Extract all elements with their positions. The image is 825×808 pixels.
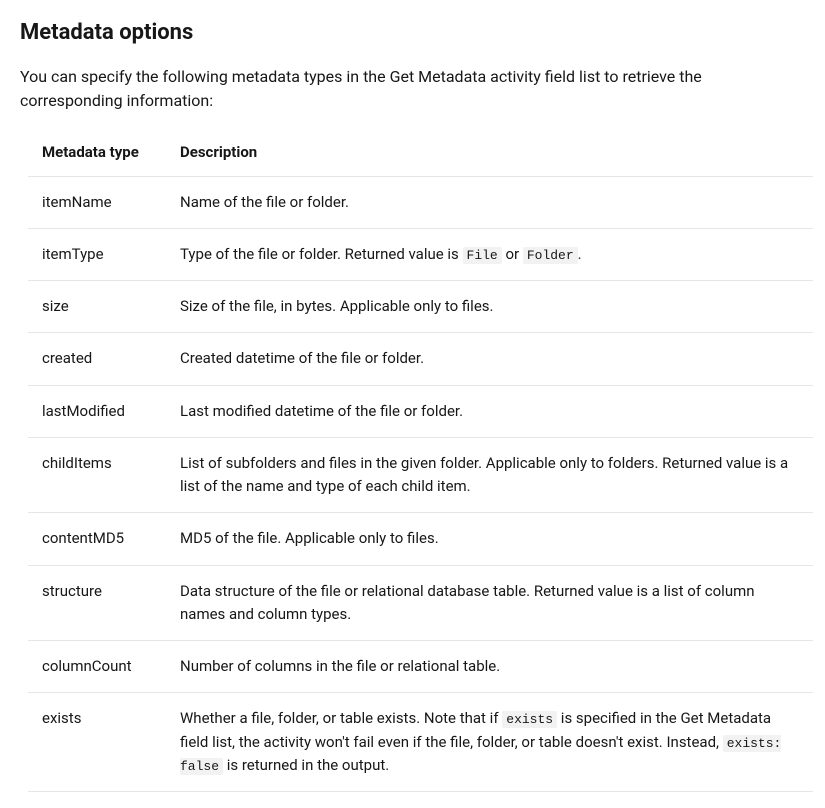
description-text: Name of the file or folder. <box>180 193 349 211</box>
description-text: Data structure of the file or relational… <box>180 582 755 623</box>
metadata-table: Metadata type Description itemName Name o… <box>28 129 813 792</box>
description-text: . <box>578 245 582 263</box>
metadata-type-cell: lastModified <box>28 385 166 437</box>
metadata-type-cell: itemName <box>28 176 166 228</box>
metadata-type-cell: structure <box>28 565 166 641</box>
metadata-description-cell: Type of the file or folder. Returned val… <box>166 228 813 280</box>
metadata-type-cell: exists <box>28 693 166 792</box>
table-row: itemName Name of the file or folder. <box>28 176 813 228</box>
metadata-description-cell: Size of the file, in bytes. Applicable o… <box>166 281 813 333</box>
intro-paragraph: You can specify the following metadata t… <box>20 65 805 113</box>
description-text: List of subfolders and files in the give… <box>180 454 788 495</box>
metadata-description-cell: Data structure of the file or relational… <box>166 565 813 641</box>
table-row: contentMD5 MD5 of the file. Applicable on… <box>28 513 813 565</box>
description-text: Created datetime of the file or folder. <box>180 349 424 367</box>
table-row: existsWhether a file, folder, or table e… <box>28 693 813 792</box>
description-text: or <box>502 245 523 263</box>
table-row: created Created datetime of the file or f… <box>28 333 813 385</box>
metadata-description-cell: Number of columns in the file or relatio… <box>166 641 813 693</box>
inline-code: exists <box>502 711 557 728</box>
metadata-type-cell: childItems <box>28 437 166 513</box>
metadata-description-cell: Name of the file or folder. <box>166 176 813 228</box>
description-text: Last modified datetime of the file or fo… <box>180 402 463 420</box>
metadata-description-cell: Last modified datetime of the file or fo… <box>166 385 813 437</box>
metadata-description-cell: Created datetime of the file or folder. <box>166 333 813 385</box>
table-row: itemType Type of the file or folder. Retu… <box>28 228 813 280</box>
metadata-type-cell: contentMD5 <box>28 513 166 565</box>
metadata-description-cell: List of subfolders and files in the give… <box>166 437 813 513</box>
description-text: MD5 of the file. Applicable only to file… <box>180 529 439 547</box>
metadata-type-cell: size <box>28 281 166 333</box>
description-text: Number of columns in the file or relatio… <box>180 657 500 675</box>
table-header-type: Metadata type <box>28 129 166 176</box>
description-text: Type of the file or folder. Returned val… <box>180 245 463 263</box>
description-text: Size of the file, in bytes. Applicable o… <box>180 297 493 315</box>
metadata-type-cell: itemType <box>28 228 166 280</box>
section-heading: Metadata options <box>20 16 805 49</box>
table-header-description: Description <box>166 129 813 176</box>
table-row: structure Data structure of the file or r… <box>28 565 813 641</box>
description-text: is returned in the output. <box>223 756 389 774</box>
metadata-description-cell: MD5 of the file. Applicable only to file… <box>166 513 813 565</box>
metadata-type-cell: columnCount <box>28 641 166 693</box>
table-row: size Size of the file, in bytes. Applicab… <box>28 281 813 333</box>
metadata-type-cell: created <box>28 333 166 385</box>
table-row: childItems List of subfolders and files i… <box>28 437 813 513</box>
inline-code: Folder <box>523 247 578 264</box>
table-row: columnCount Number of columns in the file… <box>28 641 813 693</box>
description-text: Whether a file, folder, or table exists.… <box>180 709 502 727</box>
inline-code: File <box>463 247 502 264</box>
table-row: lastModified Last modified datetime of th… <box>28 385 813 437</box>
metadata-description-cell: Whether a file, folder, or table exists.… <box>166 693 813 792</box>
